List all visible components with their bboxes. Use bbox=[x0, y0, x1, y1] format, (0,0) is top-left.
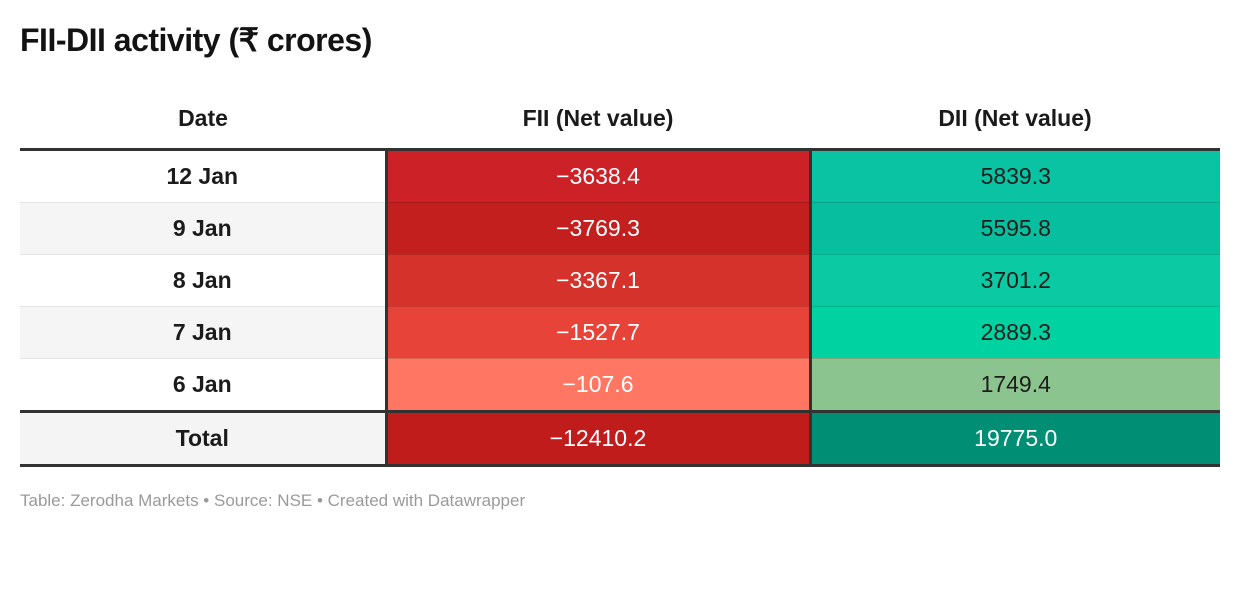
total-row: Total −12410.2 19775.0 bbox=[20, 409, 1220, 467]
date-cell: 7 Jan bbox=[20, 306, 386, 359]
col-dii-header: DII (Net value) bbox=[810, 98, 1220, 151]
dii-value-cell: 3701.2 bbox=[808, 254, 1220, 307]
dii-value-cell: 2889.3 bbox=[808, 306, 1220, 359]
date-cell: 6 Jan bbox=[20, 358, 386, 412]
fii-value-cell: −107.6 bbox=[384, 358, 810, 412]
table-row: 6 Jan −107.6 1749.4 bbox=[20, 358, 1220, 412]
date-cell: 9 Jan bbox=[20, 202, 386, 255]
page-title: FII-DII activity (₹ crores) bbox=[20, 22, 372, 58]
fii-value-cell: −3769.3 bbox=[384, 202, 810, 255]
date-cell: 12 Jan bbox=[20, 149, 386, 203]
date-cell: 8 Jan bbox=[20, 254, 386, 307]
total-dii-cell: 19775.0 bbox=[808, 409, 1220, 467]
table-row: 12 Jan −3638.4 5839.3 bbox=[20, 149, 1220, 203]
dii-value-cell: 5595.8 bbox=[808, 202, 1220, 255]
fii-value-cell: −3367.1 bbox=[384, 254, 810, 307]
footer-attribution: Table: Zerodha Markets • Source: NSE • C… bbox=[20, 490, 526, 510]
total-fii-cell: −12410.2 bbox=[384, 409, 810, 467]
col-date-header: Date bbox=[20, 98, 386, 151]
table-row: 7 Jan −1527.7 2889.3 bbox=[20, 306, 1220, 359]
col-fii-header: FII (Net value) bbox=[386, 98, 810, 151]
header-row: Date FII (Net value) DII (Net value) bbox=[20, 98, 1220, 151]
data-table: Date FII (Net value) DII (Net value) 12 … bbox=[20, 98, 1220, 467]
fii-value-cell: −3638.4 bbox=[384, 149, 810, 203]
total-label-cell: Total bbox=[20, 409, 386, 467]
dii-value-cell: 1749.4 bbox=[808, 358, 1220, 412]
table-row: 9 Jan −3769.3 5595.8 bbox=[20, 202, 1220, 255]
dii-value-cell: 5839.3 bbox=[808, 149, 1220, 203]
table-row: 8 Jan −3367.1 3701.2 bbox=[20, 254, 1220, 307]
fii-value-cell: −1527.7 bbox=[384, 306, 810, 359]
